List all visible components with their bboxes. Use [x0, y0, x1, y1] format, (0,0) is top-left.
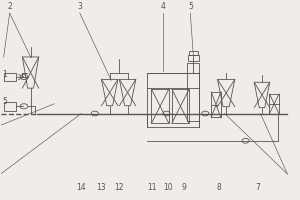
Text: 5: 5	[188, 2, 193, 11]
Bar	[4, 102, 16, 111]
Text: 4: 4	[161, 2, 166, 11]
Bar	[188, 55, 199, 61]
Bar	[189, 51, 198, 55]
Text: 11: 11	[147, 183, 156, 192]
Text: 5: 5	[2, 97, 7, 106]
Text: 2: 2	[7, 2, 12, 11]
Bar	[152, 89, 169, 123]
Text: 8: 8	[216, 183, 221, 192]
Text: 13: 13	[96, 183, 106, 192]
Text: 1: 1	[2, 70, 7, 79]
Bar	[211, 92, 221, 117]
Text: 9: 9	[182, 183, 187, 192]
Text: 14: 14	[76, 183, 86, 192]
Text: 7: 7	[255, 183, 260, 192]
Bar	[4, 73, 16, 81]
Bar	[269, 94, 279, 114]
Text: 10: 10	[163, 183, 173, 192]
Bar	[172, 89, 189, 123]
Text: 12: 12	[114, 183, 123, 192]
Bar	[147, 73, 199, 127]
Text: 3: 3	[77, 2, 82, 11]
Bar	[187, 63, 199, 121]
